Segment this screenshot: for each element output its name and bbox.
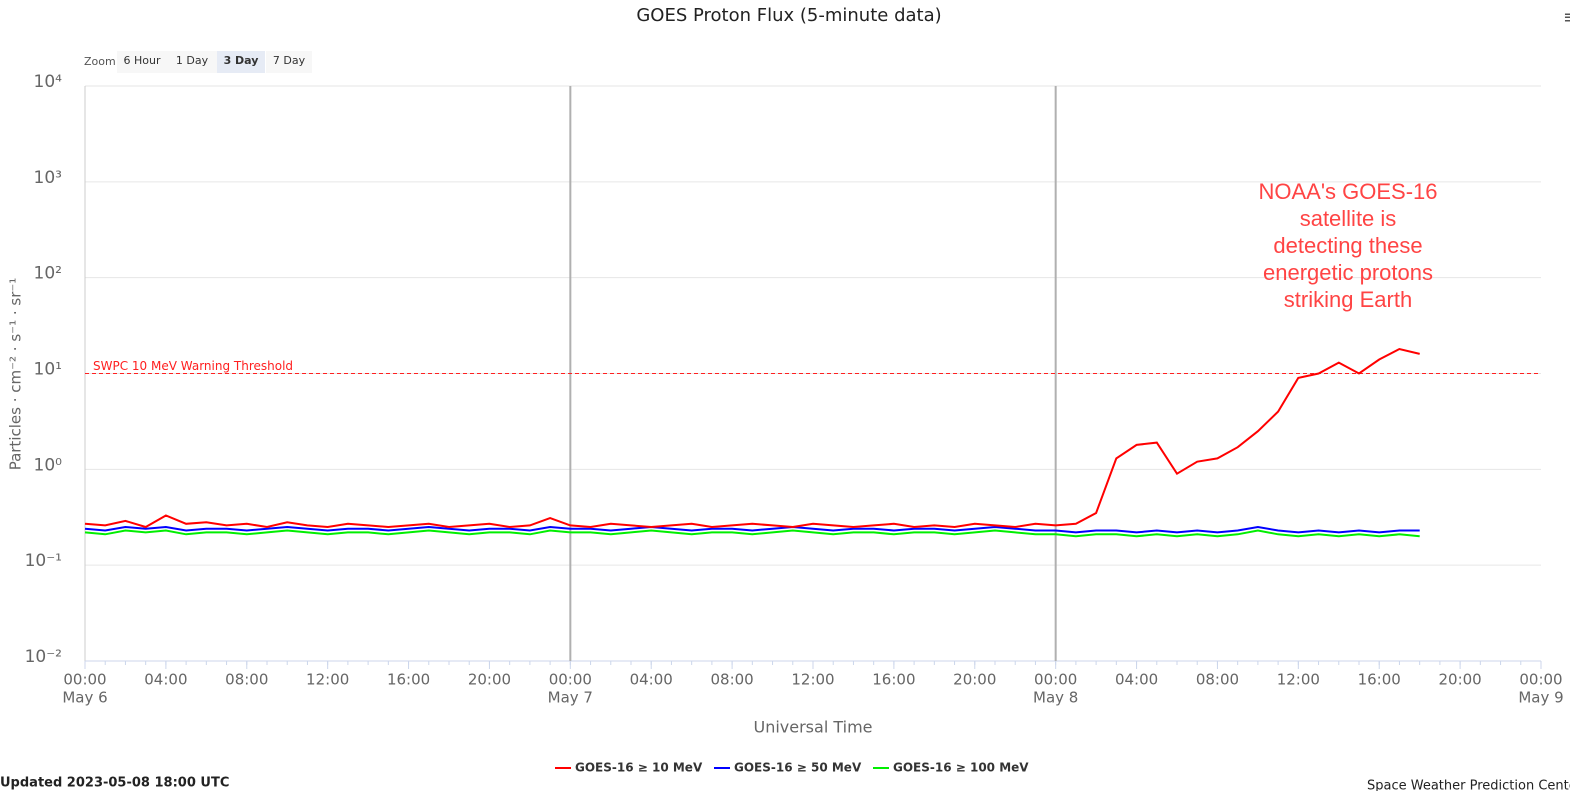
legend-label: GOES-16 ≥ 50 MeV (734, 761, 862, 775)
updated-note: Updated 2023-05-08 18:00 UTC (0, 776, 229, 791)
annotation: NOAA's GOES-16 (1258, 179, 1437, 204)
series-line (84, 347, 1420, 529)
y-tick-label: 10⁻² (25, 647, 62, 667)
x-date-label: May 8 (1033, 689, 1078, 707)
menu-button[interactable]: ≡ (1563, 7, 1570, 28)
x-tick-label: 04:00 (1115, 671, 1158, 689)
zoom-button-label[interactable]: 6 Hour (124, 54, 161, 67)
zoom-button-label[interactable]: 3 Day (224, 54, 259, 67)
x-tick-label: 00:00 (1034, 671, 1077, 689)
x-tick-label: 08:00 (710, 671, 753, 689)
x-tick-label: 16:00 (872, 671, 915, 689)
annotation: striking Earth (1284, 287, 1412, 312)
x-tick-label: 12:00 (306, 671, 349, 689)
y-tick-label: 10⁰ (34, 455, 63, 475)
x-tick-label: 20:00 (468, 671, 511, 689)
y-tick-label: 10² (34, 264, 62, 284)
zoom-button[interactable] (117, 51, 167, 73)
x-tick-label: 00:00 (1519, 671, 1562, 689)
x-tick-label: 20:00 (1438, 671, 1481, 689)
x-date-label: May 9 (1518, 689, 1563, 707)
y-axis-title: Particles · cm⁻² · s⁻¹ · sr⁻¹ (7, 278, 25, 471)
legend-label: GOES-16 ≥ 10 MeV (575, 761, 703, 775)
annotation: satellite is (1300, 206, 1397, 231)
threshold-label: SWPC 10 MeV Warning Threshold (93, 359, 293, 373)
x-tick-label: 08:00 (1196, 671, 1239, 689)
series-line (84, 525, 1420, 534)
zoom-button-label[interactable]: 1 Day (176, 54, 209, 67)
x-tick-label: 12:00 (1277, 671, 1320, 689)
x-tick-label: 16:00 (1358, 671, 1401, 689)
chart-title: GOES Proton Flux (5-minute data) (636, 5, 941, 26)
x-tick-label: 04:00 (144, 671, 187, 689)
credit: Space Weather Prediction Center (1367, 779, 1570, 791)
series-line (84, 529, 1420, 538)
zoom-button[interactable] (266, 51, 312, 73)
y-tick-label: 10³ (34, 168, 62, 188)
y-tick-label: 10¹ (34, 360, 62, 380)
annotation: detecting these (1273, 233, 1422, 258)
x-tick-label: 04:00 (630, 671, 673, 689)
y-tick-label: 10⁴ (34, 72, 63, 92)
y-tick-label: 10⁻¹ (25, 551, 62, 571)
x-date-label: May 7 (548, 689, 593, 707)
x-tick-label: 00:00 (63, 671, 106, 689)
x-tick-label: 20:00 (953, 671, 996, 689)
x-tick-label: 08:00 (225, 671, 268, 689)
annotation: energetic protons (1263, 260, 1433, 285)
zoom-button-label[interactable]: 7 Day (273, 54, 306, 67)
legend-label: GOES-16 ≥ 100 MeV (893, 761, 1029, 775)
x-tick-label: 00:00 (549, 671, 592, 689)
x-tick-label: 16:00 (387, 671, 430, 689)
x-date-label: May 6 (62, 689, 107, 707)
zoom-button[interactable] (167, 51, 217, 73)
x-axis-title: Universal Time (753, 718, 872, 737)
x-tick-label: 12:00 (791, 671, 834, 689)
zoom-button[interactable] (217, 51, 265, 73)
zoom-label: Zoom (84, 55, 116, 68)
